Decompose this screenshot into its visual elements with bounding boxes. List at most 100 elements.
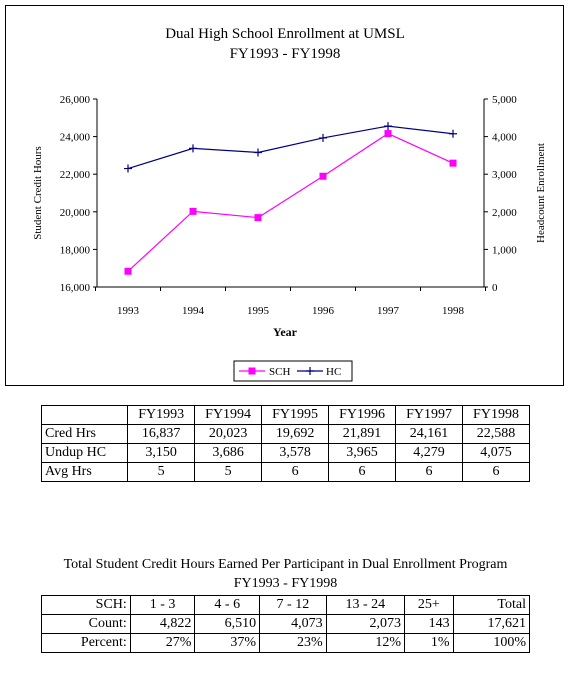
table-cell: 24,161 xyxy=(395,424,463,444)
table-cell: Count: xyxy=(41,614,131,634)
table-cell: SCH: xyxy=(41,595,131,615)
table-cell: 3,150 xyxy=(127,443,196,463)
legend-hc-label: HC xyxy=(326,366,341,378)
table-cell: Avg Hrs xyxy=(40,462,129,482)
y2-tick-label: 3,000 xyxy=(492,169,517,181)
y2-tick-label: 0 xyxy=(492,282,498,294)
table-cell: 21,891 xyxy=(328,424,397,444)
y2-axis-title: Headcount Enrollment xyxy=(535,143,547,243)
table-cell: 37% xyxy=(194,633,261,653)
table-cell: 3,578 xyxy=(261,443,330,463)
table-cell: 6,510 xyxy=(194,614,261,634)
table-cell: Undup HC xyxy=(40,443,129,463)
table-cell: 4,822 xyxy=(129,614,196,634)
x-tick-label: 1993 xyxy=(117,305,140,317)
sch-point xyxy=(449,159,457,167)
x-tick-label: 1998 xyxy=(442,305,465,317)
dual-enrollment-chart: Dual High School Enrollment at UMSL FY199… xyxy=(32,26,547,382)
sch-point xyxy=(124,267,132,275)
y-tick-label: 24,000 xyxy=(60,132,91,144)
sch-point xyxy=(319,172,327,180)
enrollment-table: FY1993 FY1994 FY1995 FY1996 FY1997 FY1998 Cred… xyxy=(40,405,530,482)
series-line-hc xyxy=(127,125,454,170)
hc-point xyxy=(189,144,197,153)
column-header: FY1997 xyxy=(395,405,463,425)
table-cell: 1 - 3 xyxy=(129,595,196,615)
x-axis-title: Year xyxy=(273,325,298,339)
y-tick-label: 16,000 xyxy=(60,282,91,294)
table-cell: 3,965 xyxy=(328,443,397,463)
table-cell: 4,073 xyxy=(259,614,327,634)
hc-point xyxy=(449,129,457,138)
sch-point xyxy=(384,130,392,138)
y2-tick-label: 5,000 xyxy=(492,94,517,106)
y-tick-label: 26,000 xyxy=(60,94,91,106)
series-line-sch xyxy=(127,132,454,272)
table-cell: 20,023 xyxy=(194,424,263,444)
hc-point xyxy=(124,164,132,173)
table-cell: 22,588 xyxy=(462,424,530,444)
legend-sch-label: SCH xyxy=(269,366,290,378)
column-header: FY1993 xyxy=(127,405,196,425)
table-cell: 4 - 6 xyxy=(194,595,261,615)
column-header xyxy=(40,405,129,425)
table-cell: 4,075 xyxy=(462,443,530,463)
table-cell: 13 - 24 xyxy=(325,595,406,615)
hc-point xyxy=(319,133,327,142)
table-cell: Cred Hrs xyxy=(40,424,129,444)
chart-title: Dual High School Enrollment at UMSL xyxy=(165,26,405,42)
column-header: FY1995 xyxy=(261,405,330,425)
table-cell: 1% xyxy=(404,633,454,653)
chart-panel: Dual High School Enrollment at UMSL FY199… xyxy=(5,5,564,386)
table-cell: 6 xyxy=(328,462,397,482)
table-cell: 6 xyxy=(395,462,463,482)
x-tick-label: 1997 xyxy=(377,305,400,317)
table-cell: 143 xyxy=(404,614,454,634)
y-tick-label: 20,000 xyxy=(60,207,91,219)
sch-table-title: Total Student Credit Hours Earned Per Pa… xyxy=(63,557,508,572)
table-cell: 100% xyxy=(452,633,531,653)
table-cell: 2,073 xyxy=(325,614,406,634)
table-cell: 25+ xyxy=(404,595,454,615)
table-row: Avg Hrs 5 5 6 6 6 6 xyxy=(40,462,530,482)
table-row: Cred Hrs 16,837 20,023 19,692 21,891 24,161 22… xyxy=(40,424,530,444)
table-cell: 3,686 xyxy=(194,443,263,463)
table-cell: 27% xyxy=(129,633,196,653)
table-cell: 23% xyxy=(259,633,327,653)
sch-table-subtitle: FY1993 - FY1998 xyxy=(233,576,338,591)
column-header: FY1996 xyxy=(328,405,397,425)
hc-point xyxy=(254,148,262,157)
column-header: FY1998 xyxy=(462,405,530,425)
y2-tick-label: 2,000 xyxy=(492,207,517,219)
table-row: Percent: 27% 37% 23% 12% 1% 100% xyxy=(41,633,531,653)
legend-box xyxy=(233,360,353,382)
y-axis-title: Student Credit Hours xyxy=(32,146,44,240)
y2-tick-label: 4,000 xyxy=(492,132,517,144)
y2-tick-label: 1,000 xyxy=(492,244,517,256)
chart-subtitle: FY1993 - FY1998 xyxy=(230,46,341,62)
legend-sch-marker xyxy=(248,367,256,375)
table-header-row: FY1993 FY1994 FY1995 FY1996 FY1997 FY1998 xyxy=(40,405,530,425)
sch-point xyxy=(254,214,262,222)
column-header: FY1994 xyxy=(194,405,263,425)
legend-hc-marker xyxy=(306,367,314,375)
table-cell: Percent: xyxy=(41,633,131,653)
x-tick-label: 1995 xyxy=(247,305,270,317)
table-cell: 16,837 xyxy=(127,424,196,444)
hc-point xyxy=(384,122,392,131)
table-row: Count: 4,822 6,510 4,073 2,073 143 17,621 xyxy=(41,614,531,634)
table-cell: 5 xyxy=(194,462,263,482)
sch-point xyxy=(189,207,197,215)
x-tick-label: 1994 xyxy=(182,305,205,317)
table-cell: 19,692 xyxy=(261,424,330,444)
table-cell: 12% xyxy=(325,633,406,653)
x-tick-label: 1996 xyxy=(312,305,335,317)
table-cell: Total xyxy=(452,595,531,615)
table-cell: 4,279 xyxy=(395,443,463,463)
table-row: Undup HC 3,150 3,686 3,578 3,965 4,279 4,075 xyxy=(40,443,530,463)
table-cell: 6 xyxy=(261,462,330,482)
table-cell: 17,621 xyxy=(452,614,531,634)
y-tick-label: 22,000 xyxy=(60,169,91,181)
